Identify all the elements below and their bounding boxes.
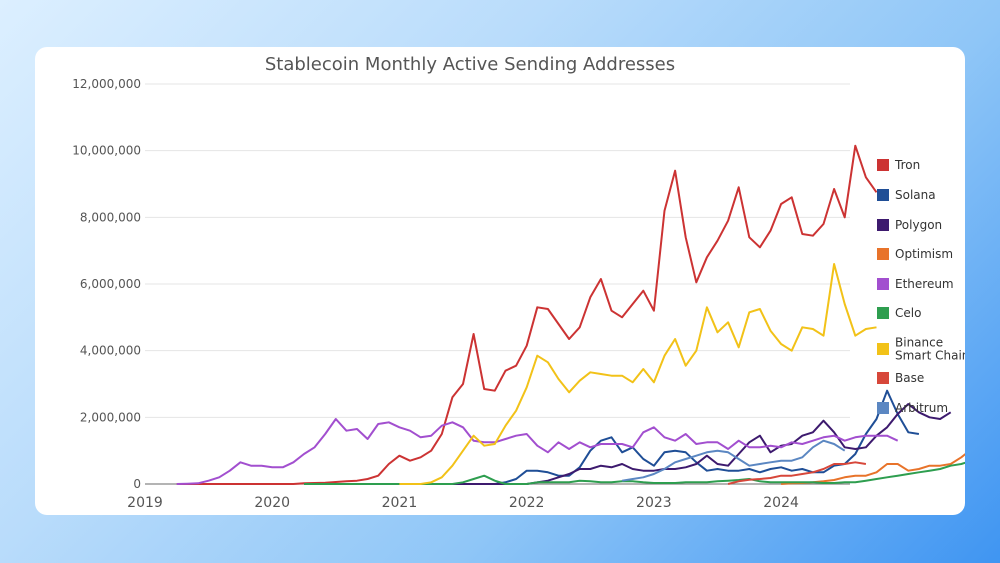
legend-swatch	[877, 372, 889, 384]
legend-label: Polygon	[895, 218, 942, 232]
chart-svg: Stablecoin Monthly Active Sending Addres…	[72, 54, 965, 511]
y-tick-label: 12,000,000	[72, 77, 141, 91]
gridlines	[145, 83, 850, 485]
series-line-optimism	[781, 453, 965, 485]
legend-label: Optimism	[895, 247, 953, 261]
legend-swatch	[877, 248, 889, 260]
chart-title: Stablecoin Monthly Active Sending Addres…	[265, 54, 675, 75]
legend-swatch	[877, 278, 889, 290]
legend-label: Tron	[894, 158, 920, 172]
series-line-polygon	[431, 403, 952, 485]
series-line-arbitrum	[621, 439, 846, 482]
chart-card: Stablecoin Monthly Active Sending Addres…	[35, 47, 965, 515]
legend-label: Base	[895, 371, 924, 385]
x-tick-label: 2022	[509, 495, 545, 511]
legend-swatch	[877, 307, 889, 319]
x-axis-ticks: 2019 2020 2021 2022 2023 2024	[127, 495, 799, 511]
legend-swatch	[877, 402, 889, 414]
legend-label: Binance	[895, 336, 943, 350]
series-line-solana	[463, 389, 920, 485]
y-tick-label: 4,000,000	[80, 344, 141, 358]
y-tick-label: 6,000,000	[80, 277, 141, 291]
legend-label: Smart Chain	[895, 349, 965, 363]
y-tick-label: 8,000,000	[80, 210, 141, 224]
legend-swatch	[877, 189, 889, 201]
legend-label: Arbitrum	[895, 401, 948, 415]
x-tick-label: 2019	[127, 495, 163, 511]
x-tick-label: 2021	[382, 495, 418, 511]
series-lines	[176, 144, 965, 485]
x-tick-label: 2024	[763, 495, 799, 511]
x-tick-label: 2023	[636, 495, 672, 511]
legend-swatch	[877, 159, 889, 171]
series-line-tron	[176, 144, 878, 485]
y-tick-label: 10,000,000	[72, 144, 141, 158]
series-line-base	[727, 461, 867, 485]
y-tick-label: 0	[133, 477, 141, 491]
y-tick-label: 2,000,000	[80, 410, 141, 424]
series-line-ethereum	[176, 418, 899, 485]
legend-swatch	[877, 219, 889, 231]
legend-label: Celo	[895, 306, 921, 320]
legend: Tron Solana Polygon Optimism Ethereum Celo Bin…	[877, 158, 965, 415]
y-axis-ticks: 0 2,000,000 4,000,000 6,000,000 8,000,000 10,…	[72, 77, 141, 491]
legend-label: Ethereum	[895, 277, 954, 291]
legend-swatch	[877, 343, 889, 355]
legend-label: Solana	[895, 188, 936, 202]
x-tick-label: 2020	[254, 495, 290, 511]
series-line-binance-smart-chain	[399, 263, 877, 485]
